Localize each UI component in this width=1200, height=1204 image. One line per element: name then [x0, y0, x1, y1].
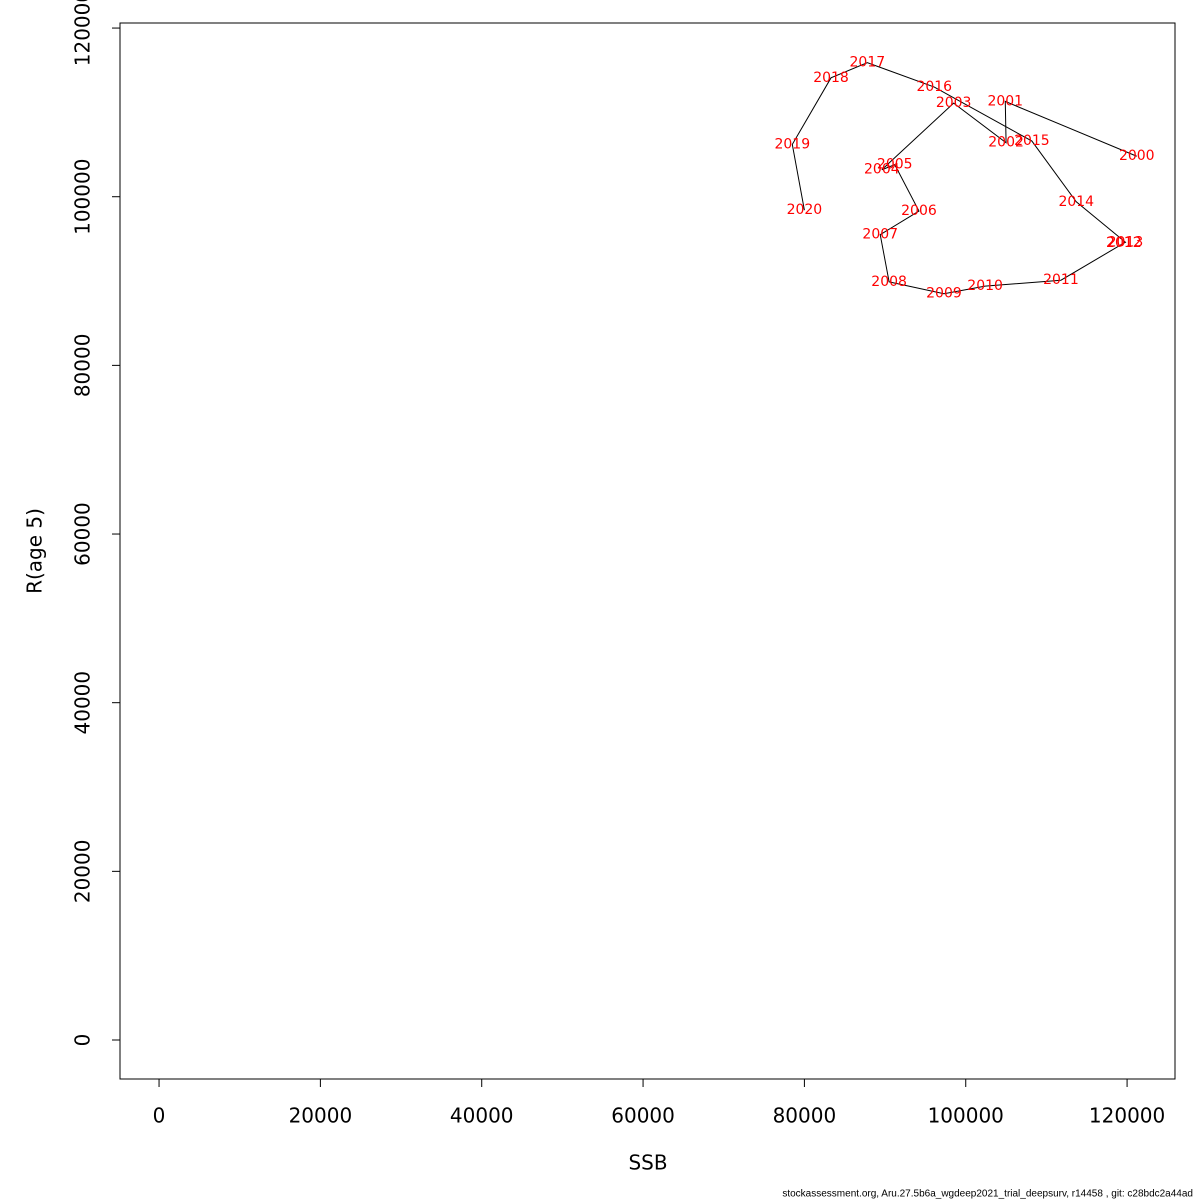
x-tick-label: 20000 — [289, 1104, 353, 1128]
point-label: 2020 — [787, 202, 823, 218]
point-label: 2001 — [987, 93, 1023, 109]
point-label: 2018 — [813, 70, 849, 86]
point-label: 2010 — [967, 278, 1003, 294]
point-label: 2002 — [988, 135, 1024, 151]
point-label: 2019 — [774, 136, 810, 152]
y-tick-label: 20000 — [71, 840, 95, 904]
y-tick-label: 60000 — [71, 502, 95, 566]
point-label: 2015 — [1014, 133, 1050, 149]
y-axis-title: R(age 5) — [23, 508, 47, 594]
point-label: 2013 — [1108, 234, 1144, 250]
y-tick-label: 120000 — [71, 0, 95, 66]
y-tick-label: 0 — [71, 1034, 95, 1047]
point-label: 2000 — [1119, 148, 1155, 164]
x-tick-label: 120000 — [1089, 1104, 1165, 1128]
y-tick-label: 100000 — [71, 159, 95, 235]
point-label: 2003 — [936, 95, 972, 111]
x-tick-label: 40000 — [450, 1104, 514, 1128]
trajectory-line — [791, 62, 1137, 295]
y-tick-label: 40000 — [71, 671, 95, 735]
x-tick-label: 100000 — [928, 1104, 1004, 1128]
x-tick-label: 80000 — [773, 1104, 837, 1128]
point-label: 2016 — [916, 79, 952, 95]
point-label: 2017 — [850, 55, 886, 71]
point-label: 2012 — [1106, 235, 1142, 251]
plot-frame — [119, 22, 1176, 1080]
point-label: 2005 — [877, 157, 913, 173]
x-tick-label: 60000 — [611, 1104, 675, 1128]
x-axis-title: SSB — [628, 1151, 667, 1175]
point-label: 2004 — [864, 162, 900, 178]
point-label: 2014 — [1058, 194, 1094, 210]
x-tick-label: 0 — [153, 1104, 166, 1128]
point-label: 2008 — [871, 274, 907, 290]
y-tick-label: 80000 — [71, 334, 95, 398]
point-label: 2009 — [926, 286, 962, 302]
point-label: 2011 — [1043, 272, 1079, 288]
point-label: 2006 — [901, 203, 937, 219]
footer: stockassessment.org, Aru.27.5b6a_wgdeep2… — [782, 1189, 1193, 1200]
point-label: 2007 — [862, 227, 898, 243]
